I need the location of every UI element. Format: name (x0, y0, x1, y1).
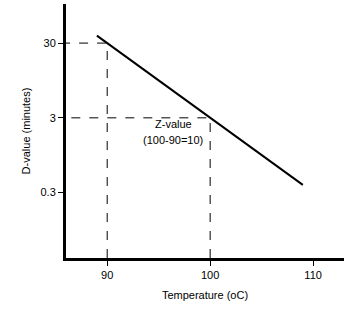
svg-text:30: 30 (44, 37, 56, 49)
svg-text:Z-value: Z-value (155, 118, 192, 130)
svg-text:90: 90 (101, 269, 113, 281)
svg-text:110: 110 (304, 269, 322, 281)
svg-text:100: 100 (201, 269, 219, 281)
svg-text:D-value (minutes): D-value (minutes) (20, 88, 32, 175)
svg-text:3: 3 (50, 112, 56, 124)
svg-text:Temperature (oC): Temperature (oC) (162, 289, 248, 301)
svg-text:0.3: 0.3 (41, 186, 56, 198)
svg-text:(100-90=10): (100-90=10) (143, 134, 203, 146)
